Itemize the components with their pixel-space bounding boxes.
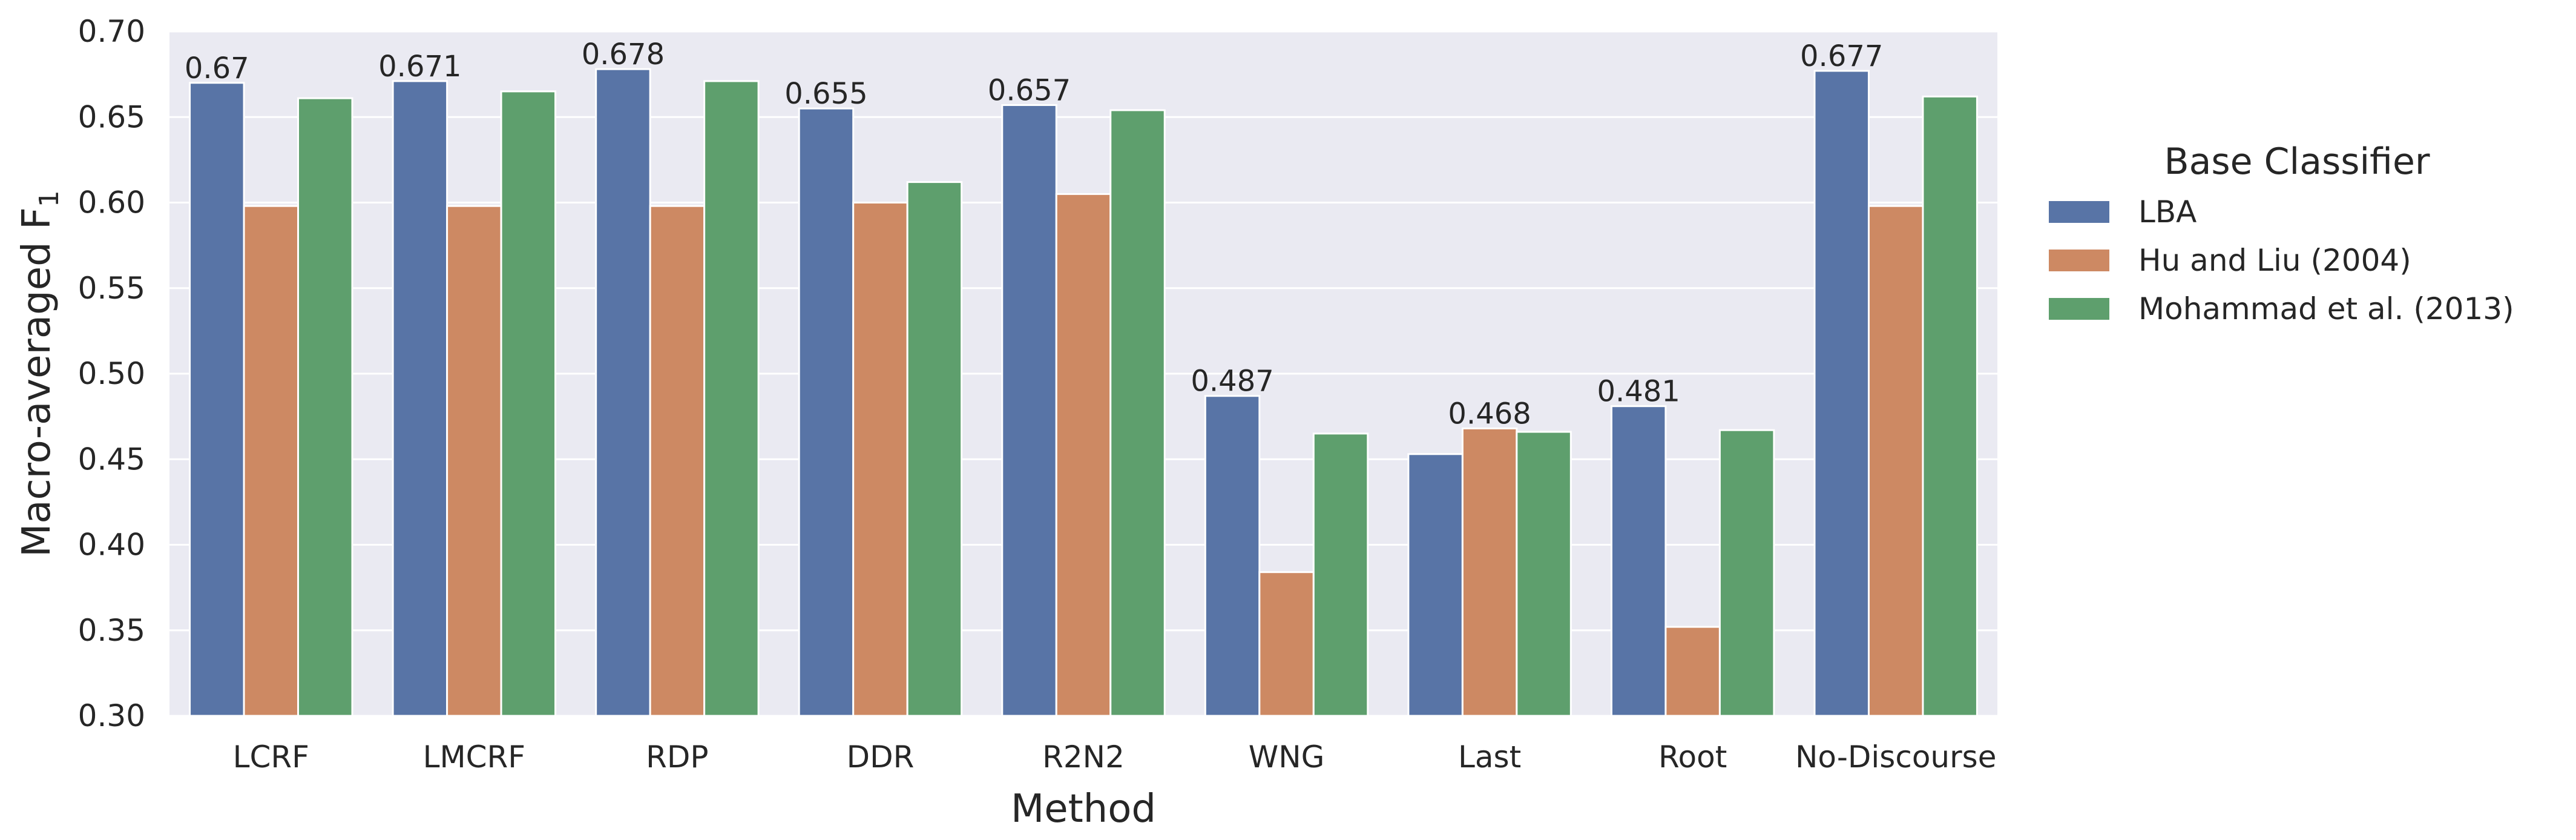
bar-value-label: 0.481: [1597, 375, 1680, 409]
legend-label: Mohammad et al. (2013): [2138, 291, 2514, 326]
legend-label: Hu and Liu (2004): [2138, 243, 2411, 278]
bar: [1664, 626, 1721, 717]
x-tick-label: DDR: [847, 739, 915, 775]
bar: [1718, 429, 1775, 717]
y-tick-labels: 0.30 0.35 0.40 0.45 0.50 0.55 0.60 0.65 0.70: [78, 14, 145, 733]
bar: [1109, 109, 1166, 717]
y-tick-label: 0.45: [78, 441, 145, 477]
y-tick-label: 0.40: [78, 527, 145, 563]
bar: [1407, 453, 1464, 717]
x-tick-label: Last: [1458, 739, 1521, 775]
bar: [243, 205, 300, 717]
x-tick-label: No-Discourse: [1795, 739, 1997, 775]
bar-value-label: 0.671: [378, 50, 461, 84]
bar: [1610, 405, 1667, 717]
y-tick-label: 0.70: [78, 14, 145, 49]
y-axis-title-main: Macro-averaged F: [15, 207, 59, 557]
bar: [1258, 571, 1315, 717]
bar: [1516, 431, 1572, 717]
bar-value-label: 0.67: [185, 51, 249, 85]
x-tick-label: Root: [1658, 739, 1727, 775]
y-tick-label: 0.65: [78, 99, 145, 134]
bar-annotations: 0.67 0.671 0.678 0.655 0.657 0.487 0.468 0.481 0…: [185, 38, 1884, 431]
y-axis-title-subscript: 1: [34, 190, 65, 207]
bar: [1867, 205, 1924, 717]
y-tick-label: 0.55: [78, 271, 145, 306]
legend-items: LBA Hu and Liu (2004) Mohammad et al. (201…: [2049, 194, 2514, 326]
bar-value-label: 0.487: [1191, 365, 1273, 399]
bar: [500, 90, 557, 717]
y-tick-label: 0.60: [78, 185, 145, 220]
bar: [446, 205, 502, 717]
bar: [1055, 193, 1112, 717]
legend-swatch: [2049, 201, 2109, 223]
bar-value-label: 0.677: [1800, 39, 1883, 73]
bar: [297, 97, 353, 717]
x-tick-label: WNG: [1249, 739, 1325, 775]
bar-value-label: 0.655: [784, 77, 867, 111]
bar: [798, 107, 855, 717]
bar-value-label: 0.657: [988, 73, 1071, 107]
x-tick-label: LMCRF: [423, 739, 525, 775]
legend: Base Classifier LBA Hu and Liu (2004) Moha…: [2049, 141, 2514, 326]
y-tick-label: 0.50: [78, 356, 145, 391]
x-tick-label: R2N2: [1042, 739, 1125, 775]
bar: [1312, 432, 1369, 717]
legend-title: Base Classifier: [2164, 141, 2430, 183]
bar: [1204, 395, 1261, 717]
legend-label: LBA: [2138, 194, 2196, 230]
bar: [1001, 104, 1057, 717]
bar: [649, 205, 706, 717]
bars: [189, 68, 1978, 717]
legend-swatch: [2049, 298, 2109, 320]
bar: [1813, 70, 1870, 717]
bar: [189, 82, 245, 717]
y-tick-label: 0.30: [78, 698, 145, 733]
x-axis-title: Method: [1011, 787, 1156, 832]
x-tick-label: RDP: [646, 739, 708, 775]
legend-swatch: [2049, 250, 2109, 271]
bar: [906, 181, 963, 717]
bar-value-label: 0.678: [582, 38, 665, 71]
x-tick-labels: LCRF LMCRF RDP DDR R2N2 WNG Last Root No-Discour…: [233, 739, 1997, 775]
bar: [392, 80, 448, 717]
bar: [852, 202, 908, 717]
bar: [1922, 95, 1978, 717]
bar: [703, 80, 760, 717]
y-axis-title: Macro-averaged F1: [15, 190, 65, 557]
bar-value-label: 0.468: [1448, 397, 1531, 431]
bar: [1461, 427, 1518, 717]
y-tick-label: 0.35: [78, 613, 145, 648]
x-tick-label: LCRF: [233, 739, 309, 775]
bar: [595, 68, 651, 717]
